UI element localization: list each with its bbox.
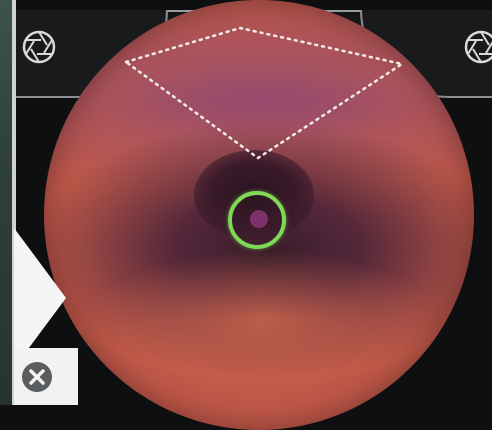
side-panel-strip: [0, 0, 14, 405]
side-panel-edge: [12, 0, 16, 405]
focus-ring[interactable]: [228, 191, 286, 249]
close-icon[interactable]: [20, 360, 54, 394]
selection-cone-overlay: [124, 26, 405, 160]
viewfinder-cheek-region: [84, 250, 444, 390]
aperture-icon[interactable]: [462, 28, 492, 66]
aperture-icon[interactable]: [20, 28, 58, 66]
arrow-right-icon[interactable]: [14, 228, 70, 368]
